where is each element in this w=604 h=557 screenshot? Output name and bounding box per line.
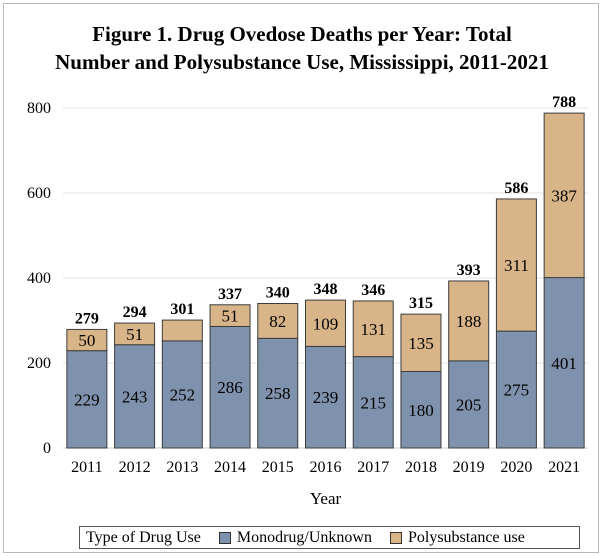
data-label-monodrug: 252 <box>170 385 196 404</box>
bar-segment-polysubstance <box>448 280 490 362</box>
data-label-monodrug: 401 <box>551 354 577 373</box>
total-label: 294 <box>123 304 147 321</box>
bar-segment-monodrug <box>305 345 346 449</box>
x-tick-label: 2018 <box>405 459 437 476</box>
total-label: 346 <box>361 282 385 299</box>
bar-segment-monodrug <box>209 325 251 449</box>
bar-segment-monodrug <box>352 356 394 449</box>
data-label-polysubstance: 188 <box>456 312 482 331</box>
data-label-monodrug: 229 <box>74 390 100 409</box>
total-label: 788 <box>552 94 576 111</box>
y-tick-label: 200 <box>27 355 51 372</box>
legend-swatch-monodrug <box>218 531 231 544</box>
data-label-polysubstance: 82 <box>269 312 286 331</box>
bar-segment-polysubstance <box>305 299 346 347</box>
x-tick-label: 2021 <box>548 459 580 476</box>
bar-segment-monodrug <box>448 360 490 449</box>
total-label: 586 <box>504 180 528 197</box>
chart-title-line-2: Number and Polysubstance Use, Mississipp… <box>55 50 549 74</box>
total-label: 337 <box>218 286 242 303</box>
x-tick-label: 2015 <box>262 459 294 476</box>
total-label: 340 <box>266 285 290 302</box>
data-label-polysubstance: 51 <box>126 325 143 344</box>
legend-label-polysubstance: Polysubstance use <box>407 528 525 546</box>
chart-title-line-1: Figure 1. Drug Ovedose Deaths per Year: … <box>92 22 512 46</box>
bar-segment-polysubstance <box>66 328 108 352</box>
x-tick-label: 2019 <box>453 459 485 476</box>
bar-segment-polysubstance <box>352 300 394 358</box>
x-tick-label: 2012 <box>119 459 151 476</box>
data-label-monodrug: 286 <box>217 378 243 397</box>
data-label-monodrug: 239 <box>313 388 339 407</box>
bar-segment-polysubstance <box>161 319 203 342</box>
x-axis-title: Year <box>310 489 342 508</box>
data-label-polysubstance: 109 <box>313 314 339 333</box>
data-label-polysubstance: 51 <box>222 307 239 326</box>
y-tick-label: 400 <box>27 270 51 287</box>
bar-segment-polysubstance <box>257 303 299 339</box>
total-label: 348 <box>314 281 338 298</box>
y-tick-label: 800 <box>27 100 51 117</box>
data-label-polysubstance: 50 <box>78 331 95 350</box>
bar-segment-polysubstance <box>400 313 442 372</box>
bar-segment-monodrug <box>161 340 203 449</box>
legend-title: Type of Drug Use <box>86 528 201 546</box>
bar-segment-polysubstance <box>543 112 585 279</box>
data-label-monodrug: 258 <box>265 384 291 403</box>
legend-swatch-polysubstance <box>389 531 402 544</box>
legend-label-monodrug: Monodrug/Unknown <box>236 528 372 546</box>
bar-segment-polysubstance <box>114 322 156 346</box>
bar-segment-monodrug <box>114 344 156 449</box>
x-tick-label: 2020 <box>500 459 532 476</box>
bar-segment-polysubstance <box>209 304 251 327</box>
bar-segment-polysubstance <box>495 198 537 332</box>
x-tick-label: 2017 <box>357 459 389 476</box>
bar-segment-monodrug <box>495 330 537 449</box>
legend: Type of Drug Use Monodrug/Unknown Polysu… <box>79 526 580 549</box>
x-tick-label: 2013 <box>166 459 198 476</box>
data-label-monodrug: 180 <box>408 401 434 420</box>
total-label: 279 <box>75 310 99 327</box>
total-label: 393 <box>457 262 481 279</box>
data-label-monodrug: 205 <box>456 395 482 414</box>
x-tick-label: 2016 <box>310 459 342 476</box>
data-label-monodrug: 215 <box>360 393 386 412</box>
bar-segment-monodrug <box>543 277 585 449</box>
bar-segment-monodrug <box>257 337 299 449</box>
data-label-polysubstance: 387 <box>551 186 577 205</box>
data-label-polysubstance: 311 <box>504 256 529 275</box>
data-label-monodrug: 243 <box>122 387 148 406</box>
chart-title: Figure 1. Drug Ovedose Deaths per Year: … <box>0 20 604 76</box>
y-tick-label: 0 <box>43 440 51 457</box>
y-tick-label: 600 <box>27 185 51 202</box>
data-label-monodrug: 275 <box>504 381 530 400</box>
x-tick-label: 2014 <box>214 459 246 476</box>
legend-entry-monodrug: Monodrug/Unknown <box>218 528 372 547</box>
data-label-polysubstance: 135 <box>408 334 434 353</box>
total-label: 301 <box>170 301 194 318</box>
total-label: 315 <box>409 295 433 312</box>
legend-entry-polysubstance: Polysubstance use <box>389 528 525 547</box>
data-label-polysubstance: 131 <box>360 320 386 339</box>
x-tick-label: 2011 <box>71 459 102 476</box>
